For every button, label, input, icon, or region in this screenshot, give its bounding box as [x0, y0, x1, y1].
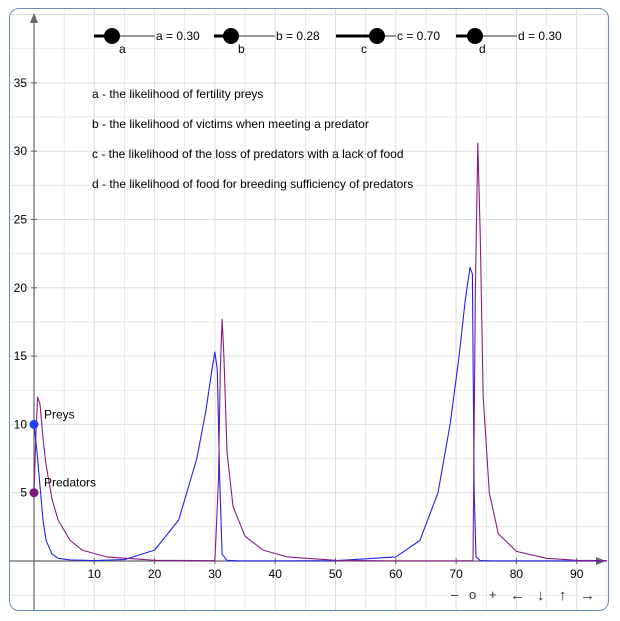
slider-readout: d = 0.30 — [518, 29, 562, 43]
y-tick-label: 35 — [14, 76, 28, 90]
x-tick-label: 80 — [510, 567, 524, 581]
slider-a[interactable]: a a = 0.30 — [94, 28, 200, 56]
pan-right-button[interactable]: → — [580, 587, 595, 604]
series-line-predators — [33, 142, 607, 562]
point-label-preys: Preys — [44, 407, 75, 421]
slider-readout: c = 0.70 — [397, 29, 440, 43]
point-preys — [29, 419, 39, 429]
geogebra-applet: 10 20 30 40 50 60 70 80 90 5 10 15 20 25 30 35 Preys Pre… — [9, 8, 609, 611]
y-tick-label: 5 — [20, 486, 27, 500]
y-axis-arrow — [30, 13, 38, 23]
description-c: c - the likelihood of the loss of predat… — [92, 147, 404, 161]
slider-handle[interactable] — [369, 28, 385, 44]
y-tick-label: 15 — [14, 349, 28, 363]
slider-b[interactable]: b b = 0.28 — [214, 28, 320, 56]
x-tick-label: 20 — [148, 567, 162, 581]
x-tick-label: 60 — [389, 567, 403, 581]
description-d: d - the likelihood of food for breeding … — [92, 177, 413, 191]
pan-left-button[interactable]: ← — [510, 587, 525, 604]
navigation-toolbar: – o + ← ↓ ↑ → — [451, 587, 595, 604]
curves — [33, 142, 607, 562]
x-tick-label: 30 — [208, 567, 222, 581]
pan-down-button[interactable]: ↓ — [537, 587, 545, 604]
y-tick-label: 10 — [14, 417, 28, 431]
y-tick-label: 30 — [14, 144, 28, 158]
slider-readout: a = 0.30 — [156, 29, 200, 43]
point-predators — [29, 488, 39, 498]
slider-handle[interactable] — [104, 28, 120, 44]
slider-c[interactable]: c c = 0.70 — [336, 28, 440, 56]
x-tick-label: 40 — [269, 567, 283, 581]
slider-handle[interactable] — [223, 28, 239, 44]
pan-up-button[interactable]: ↑ — [559, 587, 567, 604]
x-tick-label: 90 — [570, 567, 584, 581]
slider-name: a — [119, 42, 126, 56]
description-a: a - the likelihood of fertility preys — [92, 87, 263, 101]
y-tick-label: 20 — [14, 281, 28, 295]
x-tick-label: 50 — [329, 567, 343, 581]
slider-handle[interactable] — [467, 28, 483, 44]
slider-name: d — [479, 42, 486, 56]
y-tick-label: 25 — [14, 213, 28, 227]
series-line-preys — [33, 266, 607, 562]
slider-d[interactable]: d d = 0.30 — [456, 28, 562, 56]
home-view-button[interactable]: o — [469, 587, 476, 602]
points: Preys Predators — [29, 407, 96, 498]
slider-readout: b = 0.28 — [276, 29, 320, 43]
point-label-predators: Predators — [44, 476, 96, 490]
grid — [10, 9, 608, 610]
zoom-in-button[interactable]: + — [489, 587, 497, 602]
x-tick-label: 70 — [449, 567, 463, 581]
zoom-out-button[interactable]: – — [451, 587, 459, 602]
description-b: b - the likelihood of victims when meeti… — [92, 117, 369, 131]
slider-name: c — [361, 42, 367, 56]
slider-name: b — [238, 42, 245, 56]
x-tick-label: 10 — [88, 567, 102, 581]
